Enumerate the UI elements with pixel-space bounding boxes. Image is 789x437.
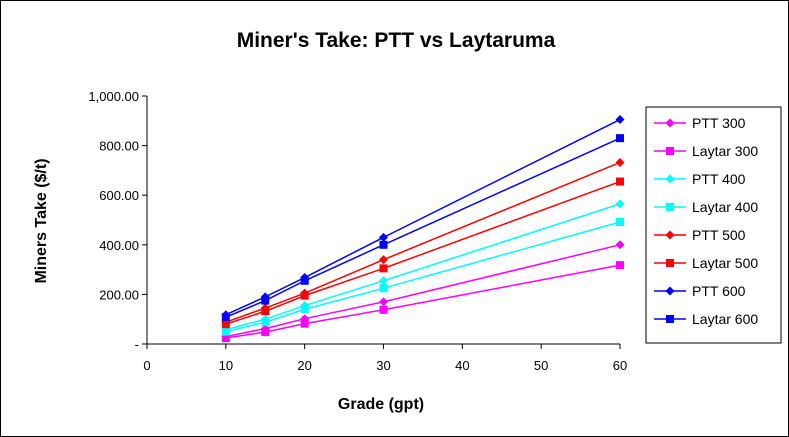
data-point [300, 319, 309, 328]
data-point [300, 276, 309, 285]
series-line [225, 264, 621, 339]
x-tick-label: 20 [297, 358, 311, 373]
x-tick-label: 30 [376, 358, 390, 373]
data-point [616, 261, 624, 270]
legend-marker [666, 315, 674, 323]
legend-marker [666, 147, 674, 155]
legend-entry: Laytar 500 [654, 255, 758, 271]
data-point [261, 296, 270, 305]
series-line [225, 137, 621, 318]
legend-entry: PTT 600 [654, 283, 746, 299]
legend-entry: PTT 500 [654, 227, 746, 243]
x-tick-label: 40 [455, 358, 469, 373]
series-ptt-300 [221, 240, 625, 342]
legend-label: Laytar 300 [692, 143, 758, 159]
series-line [225, 161, 621, 323]
data-point [379, 232, 388, 242]
legend: PTT 300 Laytar 300 PTT 400 Laytar 400 PTT 50… [645, 106, 782, 344]
data-point [379, 305, 388, 314]
data-point [221, 327, 230, 336]
axes: - 200.00 400.00 600.00 800.00 1,000.00 0 10 20 30… [88, 89, 627, 373]
legend-label: PTT 500 [692, 227, 746, 243]
legend-entry: Laytar 300 [654, 143, 758, 159]
data-point [300, 291, 309, 300]
x-tick-label: 10 [219, 358, 233, 373]
data-point [615, 240, 625, 250]
legend-box [645, 106, 782, 344]
legend-label: Laytar 400 [692, 199, 758, 215]
data-point [261, 318, 270, 327]
legend-marker [665, 230, 675, 240]
series-laytar-600 [221, 134, 624, 322]
series-line [225, 118, 621, 316]
data-point [616, 177, 624, 186]
data-point [379, 276, 388, 286]
legend-entry: PTT 300 [654, 115, 746, 131]
legend-marker [666, 259, 674, 267]
x-tick-label: 0 [143, 358, 150, 373]
y-axis-title: Miners Take ($/t) [33, 158, 50, 283]
legend-label: Laytar 600 [692, 311, 758, 327]
x-tick-label: 60 [613, 358, 627, 373]
data-point [616, 217, 624, 226]
series-ptt-400 [221, 199, 625, 335]
x-tick-label: 50 [534, 358, 548, 373]
data-point [379, 264, 388, 273]
y-tick-label: 600.00 [99, 188, 139, 203]
series-laytar-400 [221, 217, 624, 336]
legend-label: PTT 600 [692, 283, 746, 299]
data-point [221, 320, 230, 329]
legend-marker [665, 286, 675, 296]
legend-marker [665, 174, 675, 184]
series-laytar-500 [221, 177, 624, 329]
legend-marker [666, 203, 674, 211]
data-point [379, 240, 388, 249]
data-point [615, 115, 625, 125]
data-point [616, 134, 624, 143]
series-ptt-500 [221, 157, 625, 327]
legend-label: PTT 400 [692, 171, 746, 187]
data-point [221, 334, 230, 343]
data-point [300, 305, 309, 314]
y-tick-label: - [135, 337, 139, 352]
legend-label: PTT 300 [692, 115, 746, 131]
data-point [261, 307, 270, 316]
data-point [379, 255, 388, 265]
legend-label: Laytar 500 [692, 255, 758, 271]
data-point [221, 313, 230, 322]
legend-entry: Laytar 600 [654, 311, 758, 327]
legend-entry: PTT 400 [654, 171, 746, 187]
series-line [225, 203, 621, 331]
data-point [379, 297, 388, 307]
x-axis-title: Grade (gpt) [338, 396, 424, 413]
plot-area [221, 115, 625, 343]
legend-entry: Laytar 400 [654, 199, 758, 215]
data-point [615, 157, 625, 167]
y-tick-label: 200.00 [99, 287, 139, 302]
legend-marker [665, 118, 675, 128]
data-point [261, 328, 270, 337]
data-point [379, 284, 388, 293]
data-point [615, 199, 625, 209]
series-laytar-300 [221, 261, 624, 343]
chart-title: Miner's Take: PTT vs Laytaruma [237, 29, 556, 52]
y-tick-label: 800.00 [99, 139, 139, 154]
series-ptt-600 [221, 115, 625, 320]
y-tick-label: 1,000.00 [88, 89, 139, 104]
y-tick-label: 400.00 [99, 238, 139, 253]
